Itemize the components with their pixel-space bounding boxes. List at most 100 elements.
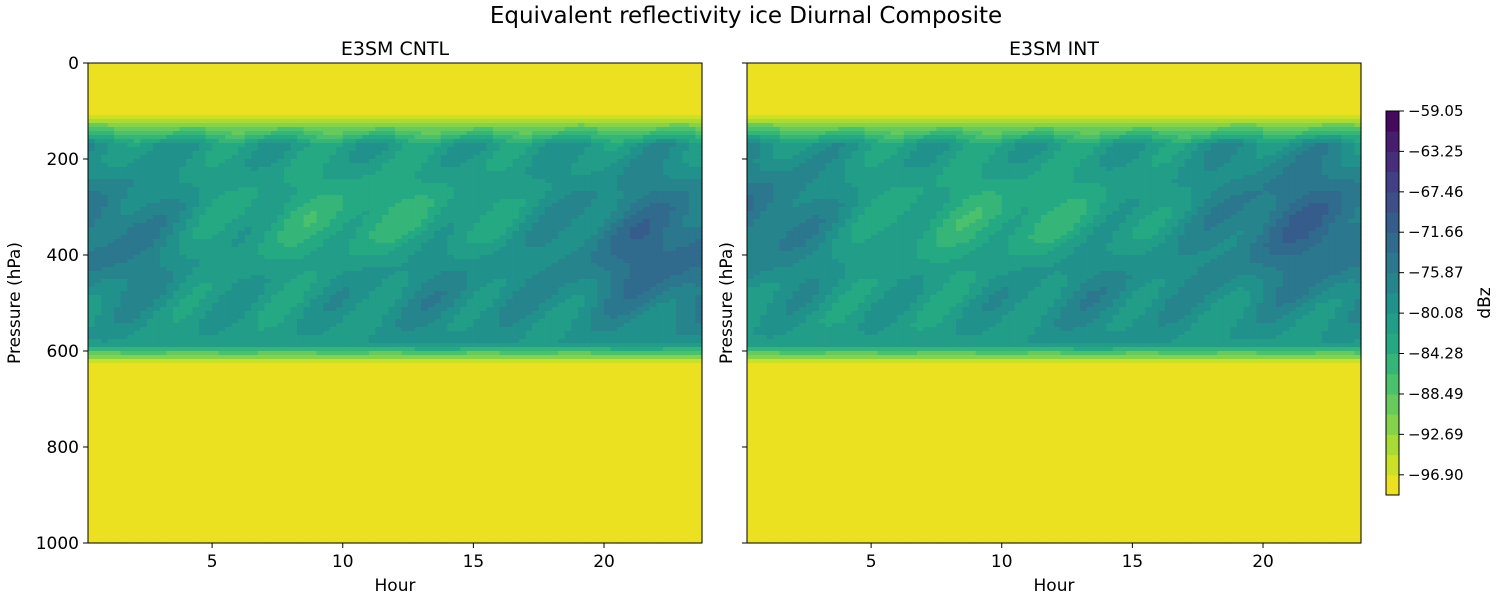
heatmap-cell bbox=[597, 251, 605, 256]
heatmap-cell bbox=[669, 91, 677, 96]
heatmap-cell bbox=[114, 187, 122, 192]
heatmap-cell bbox=[270, 63, 279, 68]
heatmap-cell bbox=[643, 187, 651, 192]
heatmap-cell bbox=[558, 199, 566, 204]
heatmap-cell bbox=[225, 123, 233, 128]
heatmap-cell bbox=[166, 71, 174, 76]
heatmap-cell bbox=[636, 167, 644, 172]
heatmap-cell bbox=[453, 115, 461, 120]
heatmap-cell bbox=[159, 135, 167, 140]
heatmap-cell bbox=[617, 111, 625, 116]
heatmap-cell bbox=[244, 187, 252, 192]
heatmap-cell bbox=[349, 243, 357, 248]
heatmap-cell bbox=[388, 67, 396, 72]
heatmap-cell bbox=[604, 71, 612, 76]
heatmap-cell bbox=[577, 219, 586, 224]
heatmap-cell bbox=[342, 103, 350, 108]
heatmap-cell bbox=[159, 223, 167, 228]
heatmap-cell bbox=[166, 111, 174, 116]
heatmap-cell bbox=[342, 87, 350, 92]
heatmap-cell bbox=[538, 63, 546, 68]
heatmap-cell bbox=[381, 75, 390, 80]
heatmap-cell bbox=[88, 175, 96, 180]
heatmap-cell bbox=[466, 243, 474, 248]
heatmap-cell bbox=[362, 203, 370, 208]
heatmap-cell bbox=[205, 83, 213, 88]
heatmap-cell bbox=[146, 203, 154, 208]
heatmap-cell bbox=[264, 127, 272, 132]
heatmap-cell bbox=[695, 99, 703, 104]
heatmap-cell bbox=[630, 155, 638, 160]
heatmap-cell bbox=[277, 179, 285, 184]
heatmap-cell bbox=[329, 191, 337, 196]
heatmap-cell bbox=[336, 143, 344, 148]
heatmap-cell bbox=[114, 259, 122, 264]
heatmap-cell bbox=[675, 107, 683, 112]
heatmap-cell bbox=[656, 123, 664, 128]
heatmap-cell bbox=[88, 255, 96, 260]
heatmap-cell bbox=[408, 119, 416, 124]
heatmap-cell bbox=[440, 95, 448, 100]
heatmap-cell bbox=[264, 191, 272, 196]
heatmap-cell bbox=[264, 183, 272, 188]
heatmap-cell bbox=[525, 239, 533, 244]
heatmap-cell bbox=[434, 115, 442, 120]
heatmap-cell bbox=[401, 139, 409, 144]
heatmap-cell bbox=[238, 159, 246, 164]
heatmap-cell bbox=[133, 263, 141, 268]
heatmap-cell bbox=[604, 247, 612, 252]
heatmap-cell bbox=[179, 131, 187, 136]
heatmap-cell bbox=[571, 163, 579, 168]
heatmap-cell bbox=[290, 83, 298, 88]
heatmap-cell bbox=[597, 243, 605, 248]
heatmap-cell bbox=[179, 243, 187, 248]
heatmap-cell bbox=[584, 123, 592, 128]
heatmap-cell bbox=[251, 191, 259, 196]
heatmap-cell bbox=[388, 163, 396, 168]
heatmap-cell bbox=[349, 251, 357, 256]
heatmap-cell bbox=[434, 223, 442, 228]
heatmap-cell bbox=[492, 231, 501, 236]
heatmap-cell bbox=[460, 103, 468, 108]
heatmap-cell bbox=[381, 263, 390, 268]
heatmap-cell bbox=[368, 147, 376, 152]
heatmap-cell bbox=[519, 167, 527, 172]
heatmap-cell bbox=[564, 215, 572, 220]
heatmap-cell bbox=[675, 119, 683, 124]
heatmap-cell bbox=[303, 75, 311, 80]
heatmap-cell bbox=[519, 155, 527, 160]
heatmap-cell bbox=[329, 227, 337, 232]
heatmap-cell bbox=[421, 119, 429, 124]
heatmap-cell bbox=[408, 143, 416, 148]
heatmap-cell bbox=[525, 231, 533, 236]
heatmap-cell bbox=[153, 275, 161, 280]
heatmap-cell bbox=[401, 155, 409, 160]
heatmap-cell bbox=[675, 171, 683, 176]
heatmap-cell bbox=[604, 259, 612, 264]
heatmap-cell bbox=[185, 171, 194, 176]
heatmap-cell bbox=[499, 135, 507, 140]
heatmap-cell bbox=[395, 243, 403, 248]
heatmap-cell bbox=[649, 231, 657, 236]
heatmap-cell bbox=[577, 215, 586, 220]
heatmap-cell bbox=[88, 247, 96, 252]
heatmap-cell bbox=[421, 199, 429, 204]
heatmap-cell bbox=[218, 255, 226, 260]
heatmap-cell bbox=[571, 215, 579, 220]
heatmap-cell bbox=[153, 247, 161, 252]
heatmap-cell bbox=[218, 111, 226, 116]
heatmap-cell bbox=[336, 99, 344, 104]
heatmap-cell bbox=[231, 95, 239, 100]
heatmap-cell bbox=[597, 239, 605, 244]
heatmap-cell bbox=[342, 135, 350, 140]
heatmap-cell bbox=[388, 99, 396, 104]
heatmap-cell bbox=[479, 271, 488, 276]
heatmap-cell bbox=[88, 123, 96, 128]
heatmap-cell bbox=[231, 135, 239, 140]
heatmap-cell bbox=[538, 183, 546, 188]
heatmap-cell bbox=[473, 111, 481, 116]
heatmap-cell bbox=[133, 163, 141, 168]
heatmap-cell bbox=[590, 187, 599, 192]
heatmap-cell bbox=[316, 83, 324, 88]
heatmap-cell bbox=[375, 251, 383, 256]
